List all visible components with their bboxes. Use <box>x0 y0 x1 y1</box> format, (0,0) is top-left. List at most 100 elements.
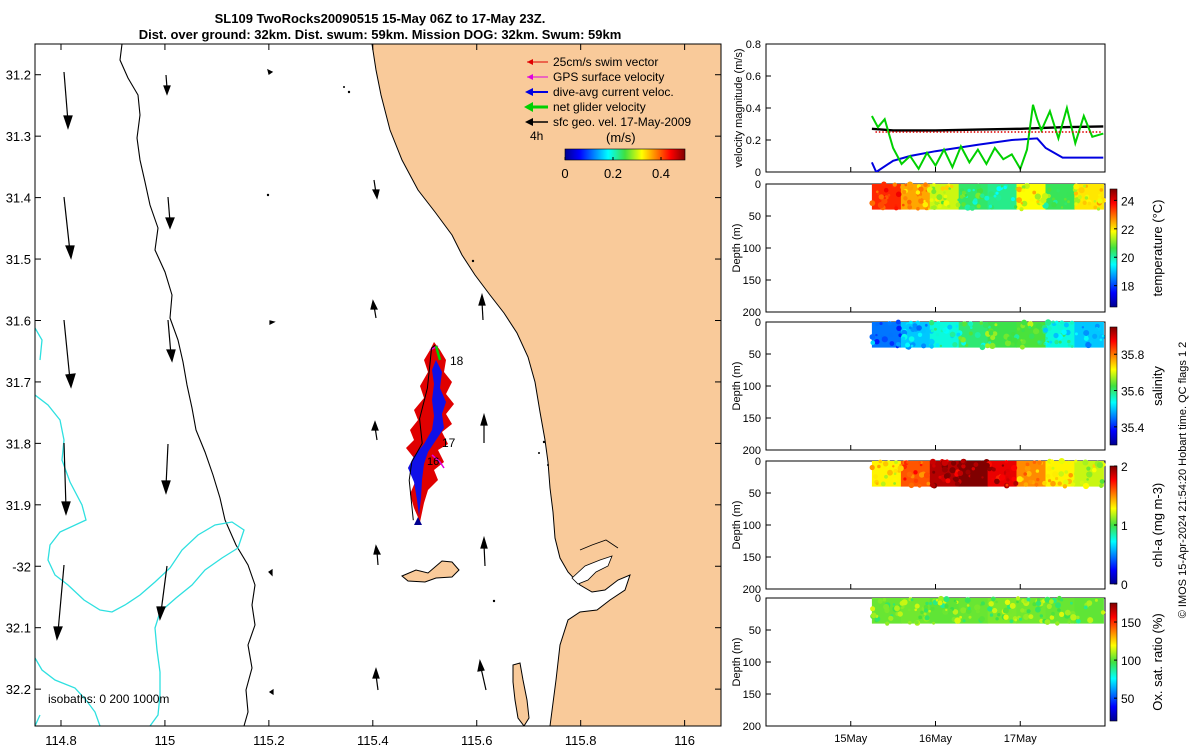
section-sample <box>959 194 964 199</box>
section-sample <box>1003 185 1007 190</box>
section-sample <box>929 344 934 349</box>
glider-track <box>406 342 454 525</box>
map-xtick-label: 115 <box>155 733 176 748</box>
section-sample <box>991 596 996 602</box>
section-sample <box>1009 619 1014 624</box>
section-sample <box>989 613 994 617</box>
section-colorbar-label: 35.8 <box>1121 348 1145 362</box>
section-sample <box>908 482 915 489</box>
section-sample <box>937 600 943 606</box>
section-sample <box>1086 471 1093 478</box>
swim-speed-dot <box>1058 131 1061 133</box>
section-colorbar-label: 20 <box>1121 251 1135 265</box>
section-ylabel: Depth (m) <box>731 638 743 687</box>
section-sample <box>1021 319 1027 326</box>
section-sample <box>900 184 906 190</box>
section-sample <box>1002 607 1009 614</box>
velocity-ytick-label: 0.4 <box>746 103 761 115</box>
section-sample <box>1047 326 1052 331</box>
section-sample <box>1098 193 1101 197</box>
section-sample <box>910 344 914 348</box>
section-oxygen: 0 50 100 150 200 Depth (m) 50 100 150 Ox. sat. ra… <box>731 593 1165 733</box>
swim-speed-dot <box>875 131 878 133</box>
section-sample <box>1073 471 1078 476</box>
section-sample <box>883 603 890 610</box>
section-sample <box>1070 320 1074 325</box>
section-sample <box>928 338 935 345</box>
section-sample <box>888 332 894 338</box>
section-sample <box>930 329 934 333</box>
section-sample <box>877 202 885 209</box>
section-ytick-label: 200 <box>743 445 761 457</box>
section-sample <box>1058 471 1064 477</box>
section-sample <box>985 343 991 349</box>
section-sample <box>995 600 998 604</box>
velocity-series <box>870 104 1104 172</box>
velocity-series-line <box>871 125 1104 132</box>
section-sample <box>910 327 916 333</box>
section-sample <box>944 185 950 191</box>
section-sample <box>991 478 994 481</box>
section-sample <box>952 477 956 481</box>
map-ytick-label: 31.7 <box>6 375 31 390</box>
section-sample <box>1020 608 1025 613</box>
section-sample <box>905 342 911 348</box>
section-sample <box>893 472 897 476</box>
swim-speed-dot <box>902 131 905 133</box>
section-sample <box>947 608 953 615</box>
section-sample <box>1010 342 1015 347</box>
section-sample <box>981 463 987 468</box>
section-sample <box>896 325 902 331</box>
swim-speed-dot <box>1068 131 1071 133</box>
legend-current-arrow <box>525 88 533 96</box>
map-xtick-label: 115.6 <box>461 733 493 748</box>
section-ytick-label: 150 <box>743 689 761 701</box>
section-sample <box>1016 186 1023 193</box>
section-ytick-label: 150 <box>743 413 761 425</box>
section-sample <box>948 187 951 190</box>
swim-speed-dot <box>1038 131 1040 133</box>
section-sample <box>1096 207 1101 211</box>
section-sample <box>943 191 946 194</box>
section-sample <box>994 323 998 327</box>
section-sample <box>1086 478 1089 481</box>
section-sample <box>887 193 891 197</box>
swim-speed-dot <box>878 131 881 133</box>
section-sample <box>931 189 937 195</box>
section-sample <box>994 478 1000 485</box>
section-sample <box>972 188 975 192</box>
section-sample <box>943 200 950 207</box>
section-sample <box>920 610 924 615</box>
swim-speed-dot <box>1041 131 1044 133</box>
section-sample <box>990 335 996 341</box>
section-sample <box>976 609 980 614</box>
swim-speed-dot <box>993 131 996 133</box>
speed-colorbar <box>564 148 686 161</box>
section-sample <box>1082 459 1089 466</box>
section-sample <box>1019 207 1024 212</box>
section-sample <box>1099 334 1105 340</box>
section-sample <box>921 328 926 334</box>
section-sample <box>1044 619 1051 625</box>
section-sample <box>1035 600 1042 606</box>
swim-speed-dot <box>1075 131 1078 133</box>
section-sample <box>870 340 876 346</box>
section-sample <box>941 459 948 466</box>
section-sample <box>965 343 969 347</box>
section-sample <box>1099 188 1104 192</box>
section-sample <box>894 460 898 464</box>
section-sample <box>881 181 887 187</box>
section-salinity: 0 50 100 150 200 Depth (m) 35.4 35.6 35.8 salinit… <box>731 317 1165 457</box>
section-sample <box>1054 340 1059 345</box>
section-sample <box>932 621 935 625</box>
map-ytick-label: 31.5 <box>6 252 31 267</box>
velocity-ytick-label: 0.2 <box>746 135 761 147</box>
swim-speed-dot <box>1017 131 1020 133</box>
section-sample <box>1035 606 1041 613</box>
section-sample <box>980 601 985 606</box>
section-sample <box>929 458 936 465</box>
section-sample <box>928 609 931 613</box>
time-tick-label: 15May <box>834 733 868 745</box>
section-sample <box>923 612 927 616</box>
section-sample <box>973 198 978 203</box>
